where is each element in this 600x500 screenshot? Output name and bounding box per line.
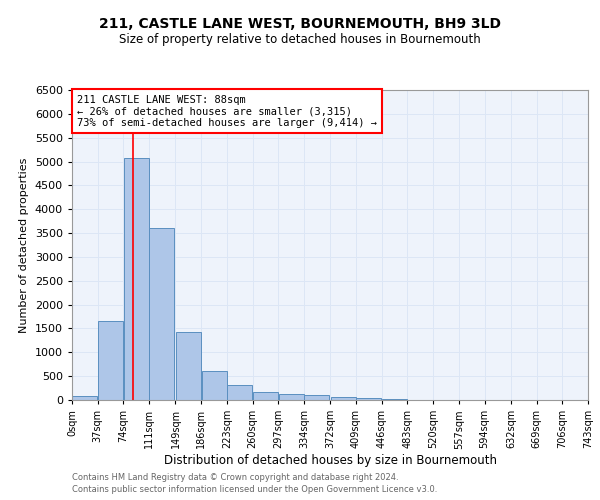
Text: 211 CASTLE LANE WEST: 88sqm
← 26% of detached houses are smaller (3,315)
73% of : 211 CASTLE LANE WEST: 88sqm ← 26% of det…	[77, 94, 377, 128]
Text: Contains HM Land Registry data © Crown copyright and database right 2024.: Contains HM Land Registry data © Crown c…	[72, 472, 398, 482]
Bar	[202, 372, 227, 400]
Bar	[356, 398, 382, 400]
Bar	[176, 332, 201, 400]
Bar	[331, 398, 356, 400]
Bar	[278, 394, 304, 400]
Bar	[149, 228, 175, 400]
Bar	[227, 385, 252, 400]
Bar	[382, 398, 407, 400]
Bar	[304, 395, 329, 400]
X-axis label: Distribution of detached houses by size in Bournemouth: Distribution of detached houses by size …	[163, 454, 497, 467]
Y-axis label: Number of detached properties: Number of detached properties	[19, 158, 29, 332]
Text: Contains public sector information licensed under the Open Government Licence v3: Contains public sector information licen…	[72, 485, 437, 494]
Bar	[73, 396, 97, 400]
Text: Size of property relative to detached houses in Bournemouth: Size of property relative to detached ho…	[119, 32, 481, 46]
Text: 211, CASTLE LANE WEST, BOURNEMOUTH, BH9 3LD: 211, CASTLE LANE WEST, BOURNEMOUTH, BH9 …	[99, 18, 501, 32]
Bar	[98, 322, 123, 400]
Bar	[253, 392, 278, 400]
Bar	[124, 158, 149, 400]
